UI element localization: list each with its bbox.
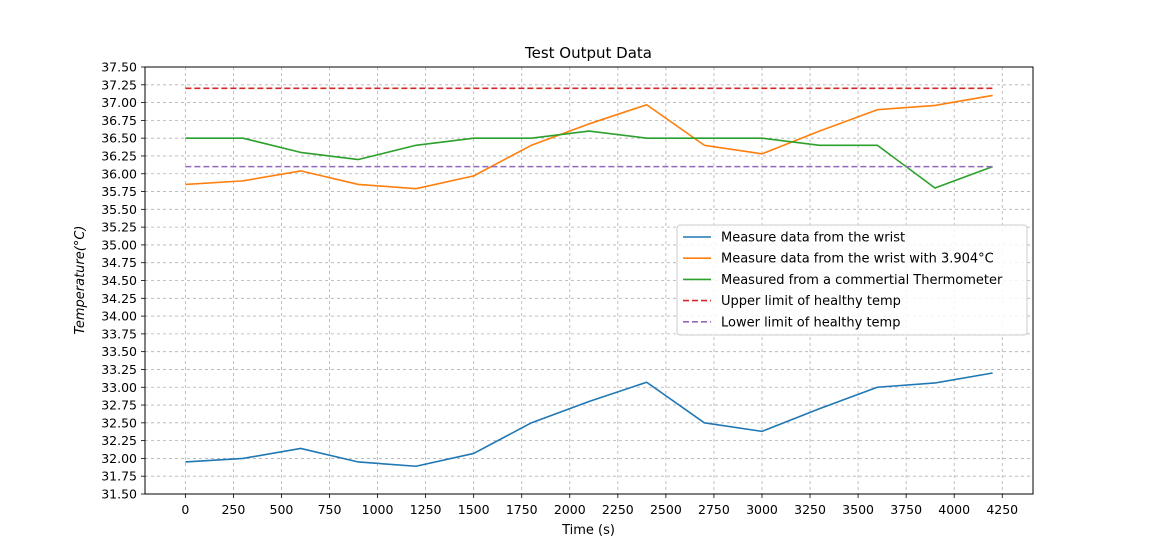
- x-tick-label: 2500: [650, 502, 682, 517]
- x-tick-label: 3250: [794, 502, 826, 517]
- legend-label: Lower limit of healthy temp: [721, 315, 900, 330]
- y-tick-label: 36.25: [101, 148, 137, 163]
- y-tick-label: 37.25: [101, 77, 137, 92]
- x-tick-label: 0: [181, 502, 189, 517]
- x-axis-title: Time (s): [561, 523, 615, 538]
- legend-label: Upper limit of healthy temp: [721, 294, 901, 309]
- x-tick-label: 1750: [506, 502, 538, 517]
- y-tick-label: 31.75: [101, 469, 137, 484]
- legend-box: [676, 224, 1028, 336]
- y-tick-label: 35.50: [101, 202, 137, 217]
- y-tick-label: 34.25: [101, 291, 137, 306]
- x-tick-label: 4000: [938, 502, 970, 517]
- x-tick-label: 1500: [458, 502, 490, 517]
- y-tick-label: 37.00: [101, 95, 137, 110]
- y-tick-label: 33.75: [101, 326, 137, 341]
- legend: Measure data from the wrist Measure data …: [676, 224, 1028, 336]
- y-tick-label: 36.50: [101, 131, 137, 146]
- y-tick-label: 32.50: [101, 415, 137, 430]
- series-line-1: [185, 372, 993, 468]
- y-tick-label: 34.50: [101, 273, 137, 288]
- y-axis-title: Temperature(°C): [73, 226, 88, 335]
- y-tick-label: 33.25: [101, 362, 137, 377]
- y-tick-label: 33.00: [101, 380, 137, 395]
- y-tick-label: 36.75: [101, 113, 137, 128]
- x-tick-label: 1000: [362, 502, 394, 517]
- x-tick-label: 1250: [410, 502, 442, 517]
- y-tick-label: 37.50: [101, 60, 137, 75]
- y-axis-ticks: 31.50 31.75 32.00 32.25 32.50 32.75 33.00 33.25…: [101, 60, 145, 502]
- y-tick-label: 32.00: [101, 451, 137, 466]
- y-tick-label: 31.50: [101, 487, 137, 502]
- series-line-2: [185, 94, 993, 190]
- legend-label: Measure data from the wrist: [721, 231, 905, 246]
- y-tick-label: 36.00: [101, 166, 137, 181]
- legend-label: Measured from a commertial Thermometer: [721, 273, 1003, 288]
- x-tick-label: 500: [270, 502, 294, 517]
- x-tick-label: 2250: [602, 502, 634, 517]
- series-lines: [185, 87, 993, 468]
- y-tick-label: 35.25: [101, 220, 137, 235]
- y-tick-label: 35.00: [101, 237, 137, 252]
- series-line-3: [185, 130, 993, 189]
- y-tick-label: 32.75: [101, 398, 137, 413]
- x-tick-label: 2000: [554, 502, 586, 517]
- chart-title: Test Output Data: [524, 44, 652, 62]
- legend-label: Measure data from the wrist with 3.904°C: [721, 252, 994, 267]
- x-tick-label: 750: [318, 502, 342, 517]
- x-tick-label: 250: [221, 502, 245, 517]
- x-tick-label: 2750: [698, 502, 730, 517]
- x-tick-label: 4250: [986, 502, 1018, 517]
- x-tick-label: 3750: [890, 502, 922, 517]
- y-tick-label: 32.25: [101, 433, 137, 448]
- y-tick-label: 33.50: [101, 344, 137, 359]
- x-tick-label: 3000: [746, 502, 778, 517]
- x-tick-label: 3500: [842, 502, 874, 517]
- y-tick-label: 35.75: [101, 184, 137, 199]
- y-tick-label: 34.75: [101, 255, 137, 270]
- x-axis-ticks: 0 250 500 750 1000 1250 1500 1750 2000 2250 2500 27…: [181, 494, 1018, 517]
- y-tick-label: 34.00: [101, 309, 137, 324]
